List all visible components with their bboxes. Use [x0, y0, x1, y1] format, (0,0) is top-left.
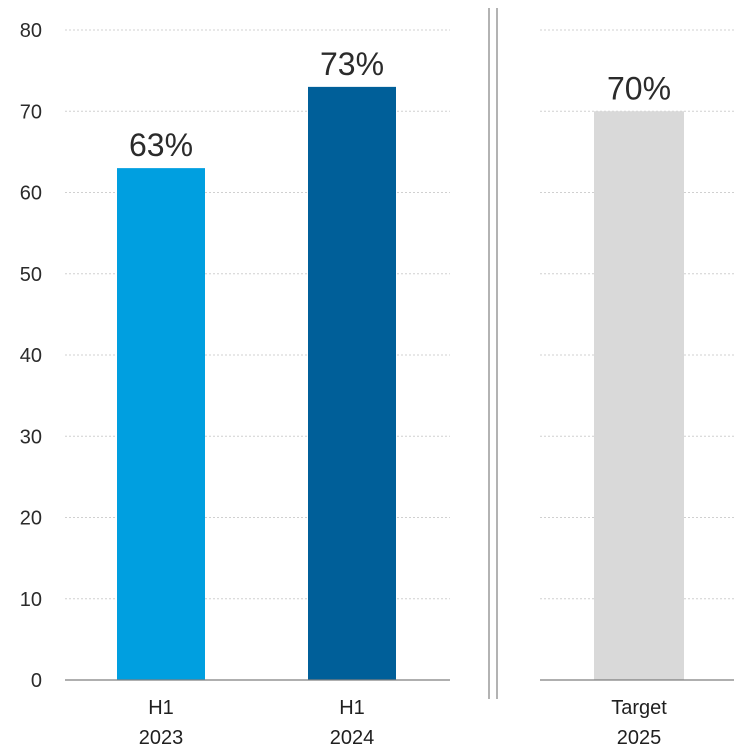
y-tick-label: 60 [20, 183, 42, 205]
y-tick-label: 10 [20, 589, 42, 611]
x-category-label: 2025 [617, 727, 662, 749]
x-category-label: H1 [148, 697, 174, 719]
y-axis-ticks: 0 10 20 30 40 50 60 70 80 [20, 20, 42, 692]
data-labels: 63% 73% 70% [129, 46, 671, 163]
x-category-label: 2023 [139, 727, 184, 749]
y-tick-label: 80 [20, 20, 42, 42]
y-tick-label: 20 [20, 508, 42, 530]
x-category-label: H1 [339, 697, 365, 719]
bars [117, 86, 684, 680]
data-label: 63% [129, 127, 193, 163]
y-tick-label: 40 [20, 345, 42, 367]
bar [117, 168, 205, 680]
x-category-label: 2024 [330, 727, 375, 749]
y-tick-label: 0 [31, 670, 42, 692]
data-label: 73% [320, 46, 384, 82]
y-tick-label: 70 [20, 101, 42, 123]
bar [308, 86, 396, 680]
y-tick-label: 50 [20, 264, 42, 286]
x-axis-labels: H1 2023 H1 2024 Target 2025 [139, 697, 667, 749]
bar [594, 111, 684, 680]
y-tick-label: 30 [20, 426, 42, 448]
data-label: 70% [607, 70, 671, 106]
x-category-label: Target [611, 697, 667, 719]
